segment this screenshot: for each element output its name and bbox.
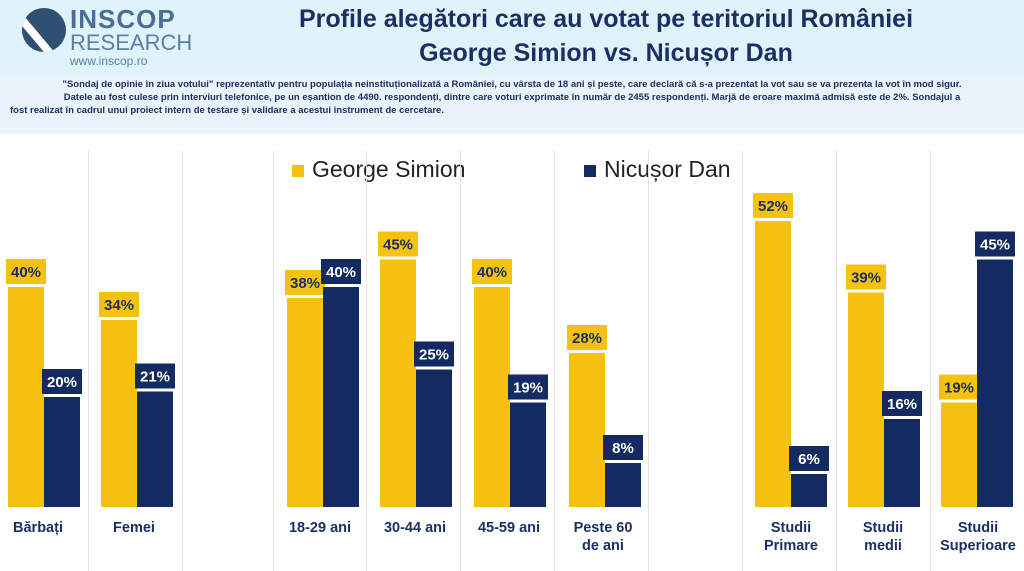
category-label-45-59: 45-59 ani [477,520,541,536]
category-label-barbati: Bărbați [13,520,63,536]
data-label-george-simion-femei: 34% [104,297,134,314]
data-label-george-simion-18-29-ani: 38% [290,275,320,292]
logo-text-url: www.inscop.ro [70,54,148,68]
category-label-femei: Femei [113,520,155,536]
data-label-box-nicu-or-dan-peste-60-de-ani [603,435,643,460]
legend-label-dan: Nicușor Dan [604,156,731,182]
header-band: INSCOP RESEARCH www.inscop.ro Profile al… [0,0,1024,76]
title-line-1: Profile alegători care au votat pe terit… [298,5,914,33]
chart-title: Profile alegători care au votat pe terit… [196,2,1016,70]
bar-nicu-or-dan-b-rba-i [44,397,80,507]
bar-george-simion-45-59-ani [474,287,510,507]
legend-label-simion: George Simion [312,156,466,182]
data-label-nicu-or-dan-femei: 21% [140,369,170,386]
data-label-george-simion-30-44-ani: 45% [383,237,413,254]
data-label-box-george-simion-b-rba-i [6,259,46,284]
data-label-box-george-simion-peste-60-de-ani [567,325,607,350]
data-label-george-simion-studii-superioare: 19% [944,380,974,397]
data-label-box-george-simion-studii-medii [846,264,886,290]
category-label-studii-primare: Studii Primare [763,520,818,554]
data-label-box-nicu-or-dan-studii-superioare [975,231,1015,257]
data-label-nicu-or-dan-studii-superioare: 45% [980,237,1010,254]
divider [554,150,555,571]
divider [366,150,367,571]
data-label-box-nicu-or-dan-45-59-ani [508,374,548,400]
legend-item-dan: Nicușor Dan [584,156,731,183]
data-label-box-george-simion-30-44-ani [378,231,418,257]
category-label-18-29: 18-29 ani [288,520,352,536]
bar-george-simion-peste-60-de-ani [569,353,605,507]
bar-george-simion-b-rba-i [8,287,44,507]
category-label-peste-60: Peste 60 de ani [573,520,633,554]
divider [273,150,274,571]
bar-nicu-or-dan-30-44-ani [416,369,452,507]
data-label-george-simion-peste-60-de-ani: 28% [572,330,602,347]
legend-item-simion: George Simion [292,156,465,183]
note-line-2: Datele au fost culese prin interviuri te… [63,92,961,103]
divider [930,150,931,571]
title-line-2: George Simion vs. Nicușor Dan [419,39,793,67]
data-label-box-george-simion-studii-superioare [939,374,979,400]
bar-george-simion-studii-primare [755,221,791,507]
bar-george-simion-30-44-ani [380,259,416,507]
bar-george-simion-femei [101,320,137,507]
data-label-nicu-or-dan-studii-primare: 6% [798,451,820,468]
data-label-nicu-or-dan-studii-medii: 16% [887,396,917,413]
data-label-box-george-simion-45-59-ani [472,259,512,284]
data-label-box-george-simion-18-29-ani [285,270,325,295]
bar-nicu-or-dan-18-29-ani [323,287,359,507]
data-label-box-nicu-or-dan-studii-medii [882,391,922,416]
category-label-studii-superioare: Studii Superioare [940,520,1016,554]
data-label-george-simion-45-59-ani: 40% [477,264,507,281]
data-label-george-simion-b-rba-i: 40% [11,264,41,281]
legend-swatch-dan [584,164,596,177]
logo-mark-icon [22,8,66,52]
divider [182,150,183,571]
data-label-box-nicu-or-dan-18-29-ani [321,259,361,284]
data-label-box-george-simion-femei [99,292,139,317]
bar-george-simion-studii-superioare [941,402,977,507]
divider [742,150,743,571]
data-label-george-simion-studii-medii: 39% [851,270,881,287]
category-label-30-44: 30-44 ani [383,520,447,536]
divider [836,150,837,571]
data-label-george-simion-studii-primare: 52% [758,198,788,215]
bar-nicu-or-dan-femei [137,391,173,507]
data-label-box-george-simion-studii-primare [753,193,793,218]
data-label-box-nicu-or-dan-studii-primare [789,446,829,471]
divider [648,150,649,571]
data-label-nicu-or-dan-45-59-ani: 19% [513,380,543,397]
data-label-box-nicu-or-dan-b-rba-i [42,369,82,394]
bar-nicu-or-dan-studii-medii [884,419,920,507]
data-label-nicu-or-dan-18-29-ani: 40% [326,264,356,281]
data-label-nicu-or-dan-b-rba-i: 20% [47,374,77,391]
data-label-nicu-or-dan-peste-60-de-ani: 8% [612,440,634,457]
divider [460,150,461,571]
data-label-nicu-or-dan-30-44-ani: 25% [419,347,449,364]
bar-george-simion-18-29-ani [287,298,323,507]
category-label-studii-medii: Studii medii [862,520,904,554]
note-line-3: fost realizat în cadrul unui proiect int… [10,105,444,116]
data-label-box-nicu-or-dan-femei [135,363,175,389]
bar-nicu-or-dan-45-59-ani [510,402,546,507]
bar-george-simion-studii-medii [848,292,884,507]
bar-nicu-or-dan-studii-superioare [977,259,1013,507]
inscop-logo: INSCOP RESEARCH www.inscop.ro [22,4,194,70]
note-line-1: "Sondaj de opinie în ziua votului" repre… [62,79,962,90]
logo-text-research: RESEARCH [70,30,193,55]
data-label-box-nicu-or-dan-30-44-ani [414,341,454,367]
legend-swatch-simion [292,164,304,177]
methodology-note: "Sondaj de opinie în ziua votului" repre… [0,76,1024,134]
bar-nicu-or-dan-studii-primare [791,474,827,507]
bar-nicu-or-dan-peste-60-de-ani [605,463,641,507]
divider [88,150,89,571]
logo-text-inscop: INSCOP [70,4,176,34]
